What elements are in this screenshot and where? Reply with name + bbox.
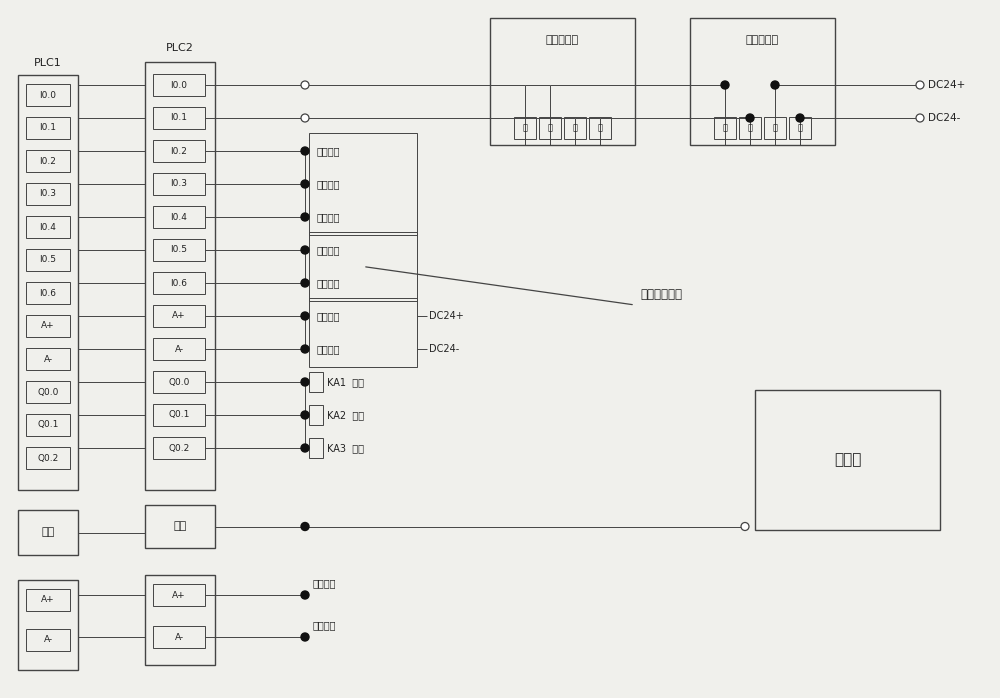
Text: I0.4: I0.4 [171,212,187,221]
Circle shape [301,312,309,320]
Text: A-: A- [43,355,53,364]
Circle shape [771,81,779,89]
Circle shape [741,523,749,530]
Text: DC24-: DC24- [429,344,459,354]
Text: 棕: 棕 [598,124,602,133]
Text: 通讯: 通讯 [41,528,55,537]
Text: Q0.0: Q0.0 [37,387,59,396]
Text: I0.0: I0.0 [170,80,188,89]
Text: I0.2: I0.2 [40,156,56,165]
Text: DC24+: DC24+ [429,311,464,321]
Text: 白: 白 [748,124,753,133]
Text: Q0.2: Q0.2 [37,454,59,463]
Text: I0.4: I0.4 [40,223,56,232]
Circle shape [301,279,309,287]
Text: I0.5: I0.5 [40,255,56,265]
Text: I0.6: I0.6 [40,288,56,297]
Text: I0.1: I0.1 [40,124,56,133]
Text: KA1  提升: KA1 提升 [327,377,364,387]
Text: 模拟给定: 模拟给定 [317,344,340,354]
Text: 速度给定: 速度给定 [313,620,336,630]
Text: A-: A- [43,635,53,644]
Text: 第二编码器: 第二编码器 [746,35,779,45]
Text: 主令综合开关: 主令综合开关 [640,288,682,302]
Text: DC24+: DC24+ [928,80,965,90]
Circle shape [916,114,924,122]
Text: Q0.1: Q0.1 [168,410,190,419]
Text: A+: A+ [41,322,55,330]
Circle shape [301,633,309,641]
Circle shape [301,411,309,419]
Text: 黑: 黑 [722,124,728,133]
Text: KA3  复位: KA3 复位 [327,443,364,453]
Circle shape [301,345,309,353]
Text: 第一编码器: 第一编码器 [546,35,579,45]
Text: 故障检测: 故障检测 [317,212,340,222]
Circle shape [721,81,729,89]
Circle shape [301,523,309,530]
Text: I0.5: I0.5 [170,246,188,255]
Text: A-: A- [174,632,184,641]
Text: 棕: 棕 [798,124,802,133]
Text: 白: 白 [548,124,552,133]
Text: 蓝: 蓝 [572,124,578,133]
Circle shape [301,81,309,89]
Circle shape [796,114,804,122]
Circle shape [301,147,309,155]
Text: 速度给定: 速度给定 [313,578,336,588]
Text: 运行检测: 运行检测 [317,179,340,189]
Circle shape [301,246,309,254]
Text: A+: A+ [172,591,186,600]
Text: I0.6: I0.6 [170,279,188,288]
Text: 安全回路: 安全回路 [317,146,340,156]
Text: 主令提升: 主令提升 [317,245,340,255]
Text: Q0.0: Q0.0 [168,378,190,387]
Circle shape [301,114,309,122]
Text: 蓝: 蓝 [772,124,778,133]
Circle shape [916,81,924,89]
Text: I0.1: I0.1 [170,114,188,123]
Text: 模拟给定: 模拟给定 [317,311,340,321]
Text: Q0.2: Q0.2 [168,443,190,452]
Circle shape [301,213,309,221]
Text: DC24-: DC24- [928,113,960,123]
Text: PLC1: PLC1 [34,58,62,68]
Text: 黑: 黑 [522,124,528,133]
Text: A+: A+ [41,595,55,604]
Text: I0.2: I0.2 [171,147,187,156]
Text: I0.3: I0.3 [40,189,56,198]
Text: 通讯: 通讯 [173,521,187,531]
Circle shape [301,591,309,599]
Circle shape [301,378,309,386]
Circle shape [746,114,754,122]
Text: 主令下降: 主令下降 [317,278,340,288]
Text: A-: A- [174,345,184,353]
Text: I0.3: I0.3 [170,179,188,188]
Circle shape [301,180,309,188]
Text: 触摸屏: 触摸屏 [834,452,861,468]
Text: KA2  下降: KA2 下降 [327,410,364,420]
Text: Q0.1: Q0.1 [37,420,59,429]
Text: PLC2: PLC2 [166,43,194,53]
Circle shape [301,444,309,452]
Text: I0.0: I0.0 [40,91,56,100]
Text: A+: A+ [172,311,186,320]
